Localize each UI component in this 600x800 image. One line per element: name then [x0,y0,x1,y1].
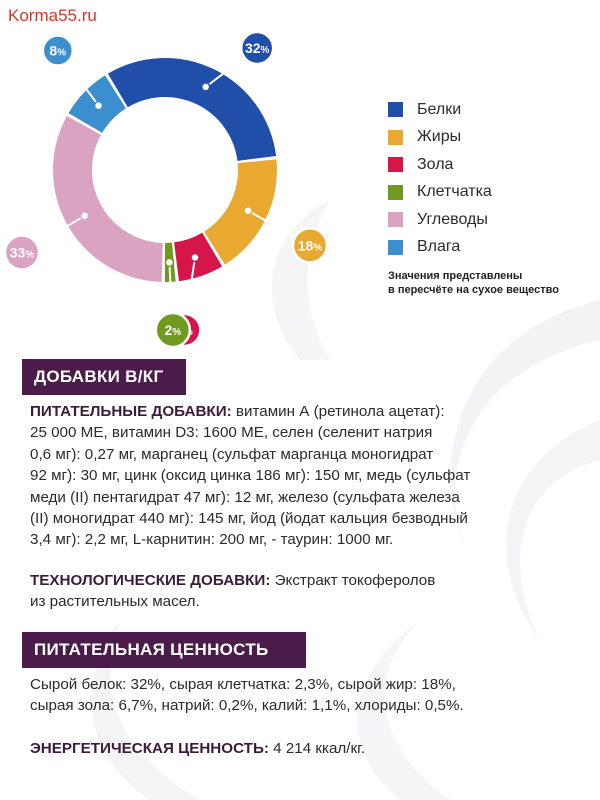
donut-chart: 32%18%7%2%33%8% [3,30,329,349]
callout-dot [243,205,253,216]
legend-label: Зола [417,155,454,173]
legend-swatch [388,184,403,200]
energy-label: ЭНЕРГЕТИЧЕСКАЯ ЦЕННОСТЬ: [30,740,269,757]
data-label: 33% [10,245,35,261]
legend-swatch [388,239,403,255]
legend-note: Значения представлены в пересчёте на сух… [388,269,588,297]
text-line: ТЕХНОЛОГИЧЕСКИЕ ДОБАВКИ: Экстракт токофе… [30,570,580,591]
donut-slice [52,115,163,282]
additives-header: ДОБАВКИ В/КГ [22,359,186,395]
text-line: меди (II) пентагидрат 47 мг): 12 мг, жел… [30,488,460,506]
legend-item: Зола [388,151,588,179]
data-label: 32% [245,40,270,56]
data-label: 18% [298,237,323,253]
text-line: 92 мг): 30 мг, цинк (оксид цинка 186 мг)… [30,467,471,485]
legend-label: Клетчатка [417,183,492,201]
watermark: Korma55.ru [8,6,97,25]
callout-dot [93,100,104,111]
value-bubble [239,30,275,66]
text-line: из растительных масел. [30,593,200,611]
data-label: 2% [164,322,181,338]
value-bubble [41,34,75,67]
nutritional-additives-label: ПИТАТЕЛЬНЫЕ ДОБАВКИ: [30,403,232,420]
legend-label: Жиры [417,128,462,146]
nutrition-header: ПИТАТЕЛЬНАЯ ЦЕННОСТЬ [22,632,306,668]
legend-swatch [388,102,403,118]
text-line: ПИТАТЕЛЬНЫЕ ДОБАВКИ: витамин А (ретинола… [30,401,580,422]
text-line: Сырой белок: 32%, сырая клетчатка: 2,3%,… [30,676,456,693]
text-line: 3,4 мг): 2,2 мг, L-карнитин: 200 мг, - т… [30,531,394,549]
donut-slice [204,159,277,265]
callout-dot [79,211,90,221]
legend-label: Белки [417,100,462,118]
legend-item: Влага [388,234,588,262]
text-line: сырая зола: 6,7%, натрий: 0,2%, калий: 1… [30,697,464,715]
chart-legend: Белки Жиры Зола Клетчатка Углеводы Влага Знач… [388,96,588,297]
energy-text: ЭНЕРГЕТИЧЕСКАЯ ЦЕННОСТЬ: 4 214 ккал/кг. [30,738,580,759]
technological-additives-text: ТЕХНОЛОГИЧЕСКИЕ ДОБАВКИ: Экстракт токофе… [30,570,580,613]
legend-note-line: в пересчёте на сухое вещество [388,284,559,296]
legend-swatch [388,129,403,145]
nutritional-additives-text: ПИТАТЕЛЬНЫЕ ДОБАВКИ: витамин А (ретинола… [30,401,580,551]
callout-dot [200,82,211,92]
value-bubble [291,227,329,264]
value-bubble [3,234,41,271]
value-bubble [154,311,192,349]
data-label: 8% [49,43,66,59]
technological-additives-label: ТЕХНОЛОГИЧЕСКИЕ ДОБАВКИ: [30,572,271,589]
legend-label: Влага [417,238,461,256]
legend-item: Клетчатка [388,179,588,207]
callout-dot [190,252,200,263]
legend-note-line: Значения представлены [388,270,523,282]
legend-item: Белки [388,96,588,124]
legend-item: Углеводы [388,206,588,234]
callout-dot [164,257,175,268]
legend-label: Углеводы [417,210,488,228]
nutrition-text: Сырой белок: 32%, сырая клетчатка: 2,3%,… [30,674,580,717]
donut-slice [107,58,277,161]
legend-item: Жиры [388,124,588,152]
legend-swatch [388,212,403,228]
text-line: (II) моногидрат 440 мг): 145 мг, йод (йо… [30,510,468,528]
text-span: витамин А (ретинола ацетат): [231,403,445,420]
text-line: 0,6 мг): 0,27 мг, марганец (сульфат марг… [30,445,434,463]
text-line: 25 000 МЕ, витамин D3: 1600 МЕ, селен (с… [30,424,433,442]
legend-swatch [388,157,403,173]
energy-value: 4 214 ккал/кг. [268,740,366,757]
text-span: Экстракт токоферолов [270,572,436,589]
